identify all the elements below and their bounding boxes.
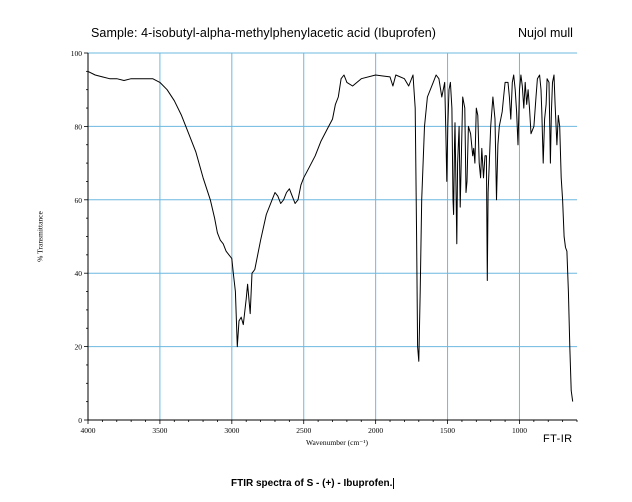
y-axis-label: % Transmittance	[35, 211, 45, 262]
y-tick-label: 0	[78, 416, 82, 425]
x-axis-label: Wavenumber (cm⁻¹)	[305, 438, 369, 447]
x-tick-label: 1500	[440, 426, 455, 435]
spectrum-line	[87, 70, 574, 402]
x-tick-label: 3500	[152, 426, 167, 435]
y-tick-label: 100	[71, 49, 83, 58]
chart-axes	[87, 53, 577, 421]
x-tick-label: 2000	[368, 426, 383, 435]
y-tick-label: 60	[75, 196, 83, 205]
x-tick-label: 1000	[512, 426, 527, 435]
y-tick-label: 80	[75, 122, 83, 131]
ftir-tag: FT-IR	[543, 433, 573, 445]
y-tick-label: 40	[75, 269, 83, 278]
chart-ticks: 4000 3500 3000 2500 2000 1500 1000 0 20 40 60 80 100	[71, 49, 578, 435]
chart-series	[87, 70, 574, 402]
x-tick-label: 2500	[296, 426, 311, 435]
x-tick-label: 3000	[224, 426, 239, 435]
y-tick-label: 20	[75, 343, 83, 352]
sample-prep-label: Nujol mull	[518, 26, 573, 40]
sample-title: Sample: 4-isobutyl-alpha-methylphenylace…	[91, 26, 437, 40]
x-tick-label: 4000	[81, 426, 96, 435]
figure-caption: FTIR spectra of S - (+) - Ibuprofen.	[231, 478, 395, 489]
chart-grid	[88, 52, 577, 420]
